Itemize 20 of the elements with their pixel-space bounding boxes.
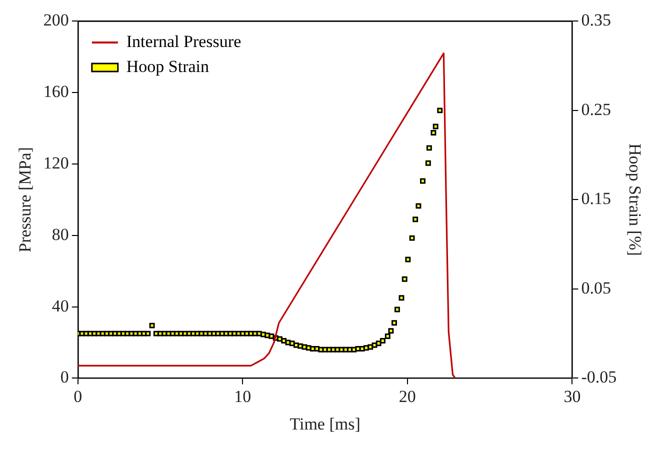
x-tick-label: 0: [74, 386, 82, 406]
x-axis-title: Time [ms]: [290, 414, 360, 434]
legend-label: Hoop Strain: [126, 56, 210, 76]
y2-tick-label: 0.35: [581, 10, 611, 30]
x-tick-label: 30: [564, 386, 581, 406]
y2-axis-title: Hoop Strain [%]: [625, 144, 644, 256]
x-tick-label: 20: [398, 386, 416, 406]
y-tick-label: 0: [60, 368, 69, 387]
legend-label: Internal Pressure: [126, 32, 242, 51]
y-axis-title: Pressure [MPa]: [16, 147, 35, 252]
x-tick-label: 10: [234, 386, 252, 406]
y-tick-label: 120: [43, 153, 69, 172]
y2-tick-label: -0.05: [581, 368, 617, 387]
y-tick-label: 200: [43, 10, 69, 30]
y-tick-label: 160: [43, 82, 69, 102]
y2-tick-label: 0.05: [581, 278, 611, 298]
y-tick-label: 40: [52, 296, 69, 316]
y2-tick-label: 0.25: [581, 100, 611, 119]
y-tick-label: 80: [52, 224, 69, 244]
y2-tick-label: 0.15: [581, 189, 611, 208]
